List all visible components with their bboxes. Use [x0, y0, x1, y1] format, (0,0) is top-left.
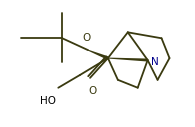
Text: O: O — [82, 33, 90, 43]
Text: O: O — [88, 86, 96, 96]
Polygon shape — [88, 50, 109, 60]
Polygon shape — [108, 58, 148, 61]
Text: HO: HO — [40, 96, 56, 106]
Text: N: N — [151, 57, 158, 67]
